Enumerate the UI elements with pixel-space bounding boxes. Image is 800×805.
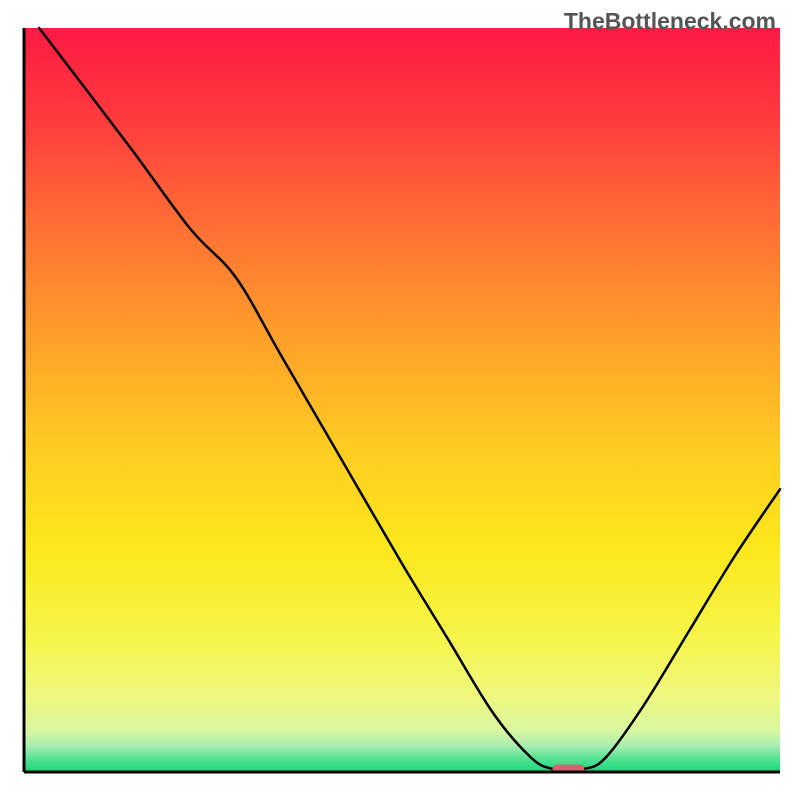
bottleneck-chart [0,0,800,800]
gradient-background [24,28,780,772]
watermark-text: TheBottleneck.com [564,8,776,35]
chart-svg [0,0,800,800]
